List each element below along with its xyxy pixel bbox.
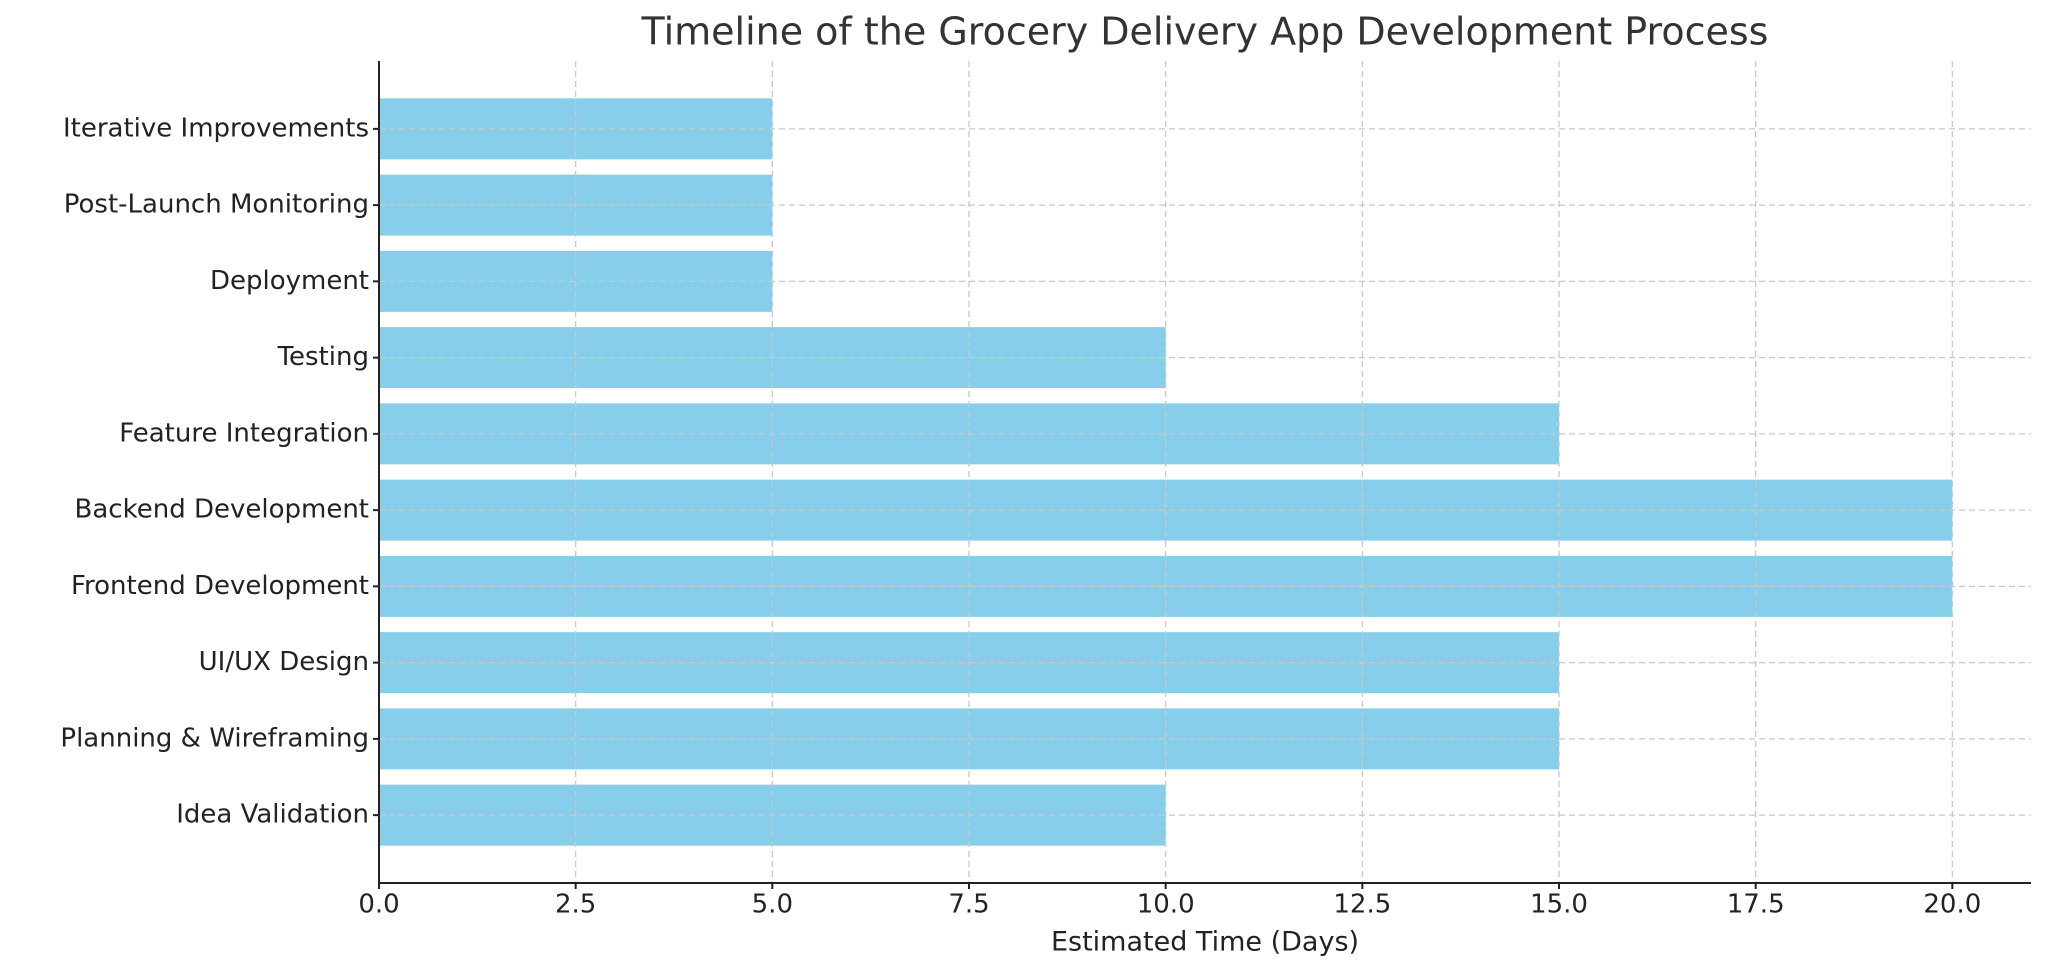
y-tick-label: Idea Validation xyxy=(176,800,369,830)
x-tick-label: 17.5 xyxy=(1727,890,1785,920)
x-tick-label: 5.0 xyxy=(752,890,793,920)
y-tick-label: Feature Integration xyxy=(119,418,369,448)
y-tick-label: Backend Development xyxy=(75,495,369,525)
y-tick-label: Testing xyxy=(277,342,369,372)
x-tick-label: 2.5 xyxy=(555,890,596,920)
y-tick-label: Deployment xyxy=(210,266,369,296)
x-tick-label: 0.0 xyxy=(358,890,399,920)
x-tick-label: 10.0 xyxy=(1137,890,1195,920)
y-tick-label: Post-Launch Monitoring xyxy=(64,190,369,220)
y-tick-label: Planning & Wireframing xyxy=(60,723,369,753)
y-tick-label: Frontend Development xyxy=(71,571,369,601)
x-tick-label: 20.0 xyxy=(1923,890,1981,920)
x-tick-label: 12.5 xyxy=(1333,890,1391,920)
chart-title: Timeline of the Grocery Delivery App Dev… xyxy=(641,10,1769,54)
y-tick-label: UI/UX Design xyxy=(199,647,369,677)
x-tick-label: 15.0 xyxy=(1530,890,1588,920)
y-tick-label: Iterative Improvements xyxy=(63,113,369,143)
x-tick-label: 7.5 xyxy=(948,890,989,920)
x-axis-label: Estimated Time (Days) xyxy=(1051,927,1359,958)
